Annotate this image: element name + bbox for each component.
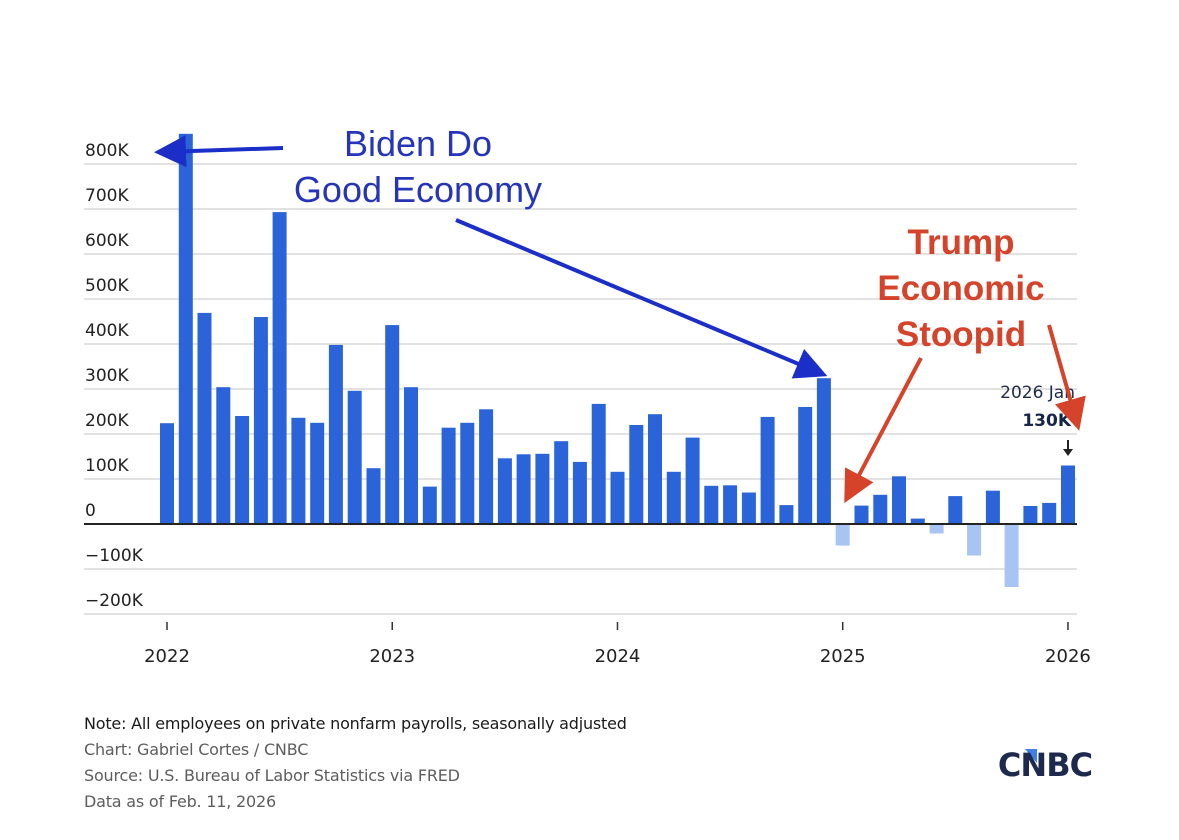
bar-2025-06 (929, 524, 944, 534)
payrolls-bar-chart: 800K 700K 600K 500K 400K 300K 200K 100K 0 −100K −2… (84, 123, 1091, 667)
clipped-heading: shouldn't. (72, 0, 354, 8)
x-tick-label: 2026 (1045, 646, 1091, 667)
y-tick-label: 400K (85, 321, 129, 341)
red-arrow-to-jan-2025 (844, 357, 923, 504)
bar-2023-10 (554, 441, 569, 524)
bar-2025-08 (967, 524, 982, 556)
gridlines (84, 163, 1077, 615)
bar-2025-12 (1042, 502, 1057, 525)
y-tick-label: −100K (85, 546, 144, 566)
y-tick-label: 600K (85, 231, 129, 251)
bar-2025-10 (1004, 524, 1019, 587)
blue-arrow-to-800k (154, 135, 284, 168)
logo-text: CNBC (998, 746, 1092, 781)
y-tick-label: 700K (85, 186, 129, 206)
bar-2024-10 (779, 505, 794, 524)
bar-2023-05 (460, 422, 475, 525)
bar-2025-11 (1023, 506, 1038, 524)
bar-2022-05 (235, 416, 250, 524)
bar-2023-01 (385, 325, 400, 524)
bar-2025-02 (854, 505, 869, 524)
bar-2022-04 (216, 387, 231, 524)
annotation-biden-line1: Biden Do (344, 123, 492, 164)
y-tick-label: 800K (85, 141, 129, 161)
red-arrow-to-jan-2026 (1047, 324, 1086, 431)
bar-2024-04 (666, 471, 681, 524)
blue-arrow-to-dec-2024 (455, 218, 828, 379)
bar-2023-11 (572, 461, 587, 524)
bar-2023-04 (441, 427, 456, 524)
x-axis: 2022 2023 2024 2025 2026 (144, 622, 1091, 667)
x-tick-label: 2024 (595, 646, 641, 667)
y-tick-label: −200K (85, 591, 144, 611)
y-axis-tick-labels: 800K 700K 600K 500K 400K 300K 200K 100K 0 −100K −2… (85, 141, 144, 611)
bar-2025-01 (835, 524, 850, 546)
bar-2025-07 (948, 496, 963, 524)
bar-2022-06 (253, 317, 268, 524)
bar-2022-02 (178, 133, 193, 525)
bar-2023-07 (497, 458, 512, 524)
footer-chart-credit: Chart: Gabriel Cortes / CNBC (84, 740, 309, 759)
bars (160, 133, 1075, 587)
annotation-trump-line1: Trump (908, 223, 1015, 262)
bar-2022-09 (310, 422, 325, 525)
bar-2022-12 (366, 468, 381, 524)
bar-2023-09 (535, 453, 550, 524)
bar-2025-04 (892, 476, 906, 524)
bar-2025-09 (985, 490, 1000, 524)
annotation-trump-line2: Economic (877, 269, 1044, 308)
bar-2022-01 (160, 423, 174, 524)
bar-2024-09 (760, 416, 775, 524)
y-tick-label: 500K (85, 276, 129, 296)
bar-2025-05 (910, 518, 925, 524)
bar-2023-03 (422, 486, 437, 524)
y-tick-label: 0 (85, 501, 96, 521)
footer-note: Note: All employees on private nonfarm p… (84, 714, 627, 733)
bar-2024-11 (798, 407, 813, 524)
bar-2024-08 (741, 492, 756, 524)
bar-2024-03 (648, 414, 662, 524)
annotation-trump-line3: Stoopid (896, 315, 1026, 354)
bar-2023-06 (479, 409, 494, 525)
bar-2022-11 (347, 390, 362, 524)
cnbc-logo: CNBC (998, 746, 1093, 781)
bar-2024-12 (816, 378, 831, 524)
bar-2023-02 (404, 387, 418, 524)
x-tick-label: 2023 (369, 646, 415, 667)
callout-label: 2026 Jan (1000, 383, 1075, 403)
bar-2026-01 (1061, 465, 1075, 524)
bar-2024-05 (685, 437, 700, 524)
bar-2022-10 (328, 344, 343, 524)
bar-2024-02 (629, 425, 644, 524)
bar-2024-07 (723, 485, 738, 524)
bar-2022-03 (197, 312, 212, 524)
x-tick-label: 2022 (144, 646, 190, 667)
logo-triangle-accent (1025, 749, 1037, 763)
annotation-biden-line2: Good Economy (294, 169, 542, 210)
bar-2025-03 (873, 494, 888, 525)
bar-2022-08 (291, 417, 306, 524)
bar-2022-07 (272, 212, 287, 524)
bar-2023-12 (591, 403, 606, 525)
x-tick-label: 2025 (820, 646, 866, 667)
y-tick-label: 200K (85, 411, 129, 431)
footer-source: Source: U.S. Bureau of Labor Statistics … (84, 766, 460, 785)
callout-value: 130K (1022, 411, 1071, 431)
bar-2024-06 (704, 485, 719, 525)
footer-data-date: Data as of Feb. 11, 2026 (84, 792, 276, 811)
y-tick-label: 100K (85, 456, 129, 476)
callout-down-arrow-icon (1063, 440, 1073, 456)
bar-2024-01 (610, 471, 625, 524)
bar-2023-08 (516, 454, 531, 525)
chart-footer: Note: All employees on private nonfarm p… (84, 711, 627, 815)
y-tick-label: 300K (85, 366, 129, 386)
